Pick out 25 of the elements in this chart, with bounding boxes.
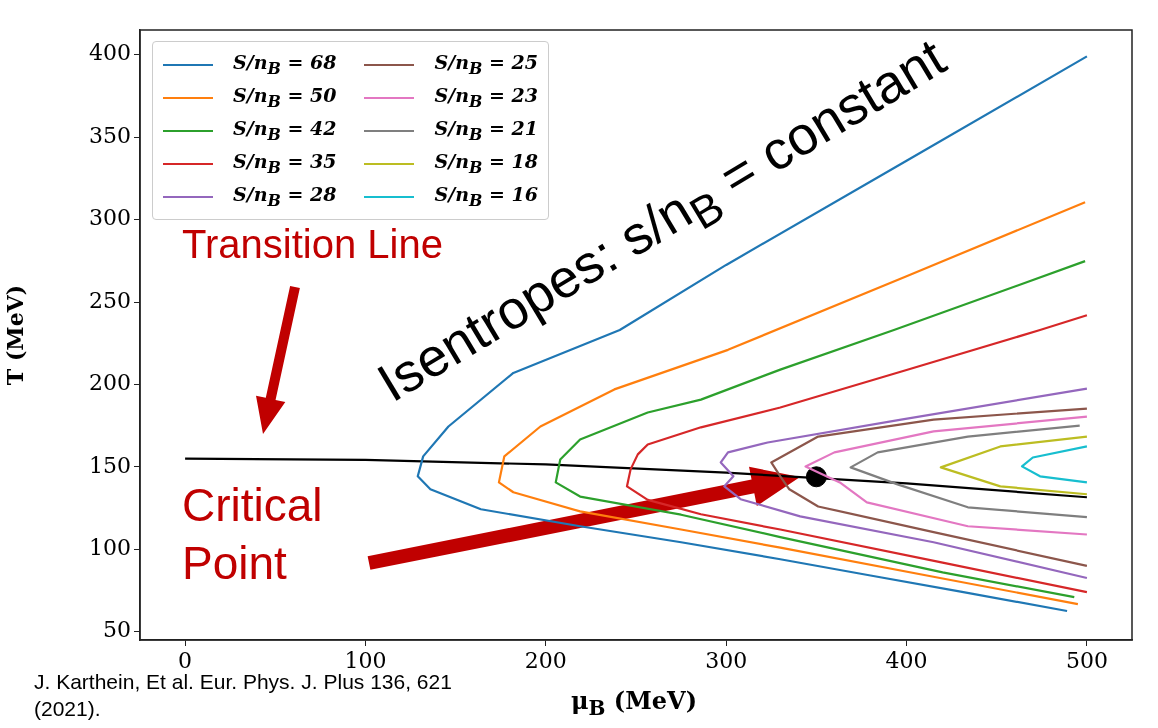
y-tick-label: 200 <box>89 370 131 396</box>
y-tick-label: 150 <box>89 452 131 478</box>
legend-label: S/n$_{B}$ = 21 <box>434 117 538 144</box>
legend-label: S/n$_{B}$ = 28 <box>233 183 337 210</box>
y-tick-label: 100 <box>89 535 131 561</box>
y-tick-label: 250 <box>89 287 131 313</box>
y-tick-label: 300 <box>89 205 131 231</box>
x-axis-title: μ$_{B}$ (MeV) <box>570 686 697 720</box>
legend-label: S/n$_{B}$ = 23 <box>434 84 538 111</box>
x-tick-label: 200 <box>524 647 567 673</box>
y-tick-label: 350 <box>89 122 131 148</box>
x-tick-label: 500 <box>1065 647 1108 673</box>
x-tick-label: 400 <box>885 647 928 673</box>
annotation: Critical Point <box>182 478 324 591</box>
y-axis-title: T (MeV) <box>1 284 28 386</box>
legend-label: S/n$_{B}$ = 18 <box>434 150 538 177</box>
legend-label: S/n$_{B}$ = 16 <box>434 183 538 210</box>
y-tick-label: 50 <box>103 617 131 643</box>
legend-label: S/n$_{B}$ = 68 <box>233 51 337 78</box>
x-tick-label: 300 <box>705 647 748 673</box>
legend-label: S/n$_{B}$ = 42 <box>233 117 337 144</box>
legend-label: S/n$_{B}$ = 25 <box>434 51 538 78</box>
legend-label: S/n$_{B}$ = 35 <box>233 150 337 177</box>
y-tick-label: 400 <box>89 40 131 66</box>
legend-label: S/n$_{B}$ = 50 <box>233 84 337 111</box>
